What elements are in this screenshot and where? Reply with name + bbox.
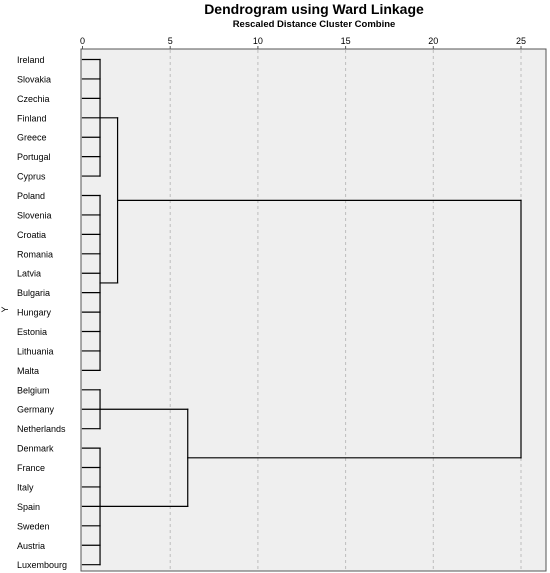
leaf-label: France <box>17 463 45 473</box>
leaf-label: Slovenia <box>17 210 52 220</box>
leaf-label: Finland <box>17 113 47 123</box>
tick-label: 25 <box>516 36 526 46</box>
leaf-label: Croatia <box>17 230 46 240</box>
tick-label: 10 <box>253 36 263 46</box>
leaf-label: Luxembourg <box>17 560 67 570</box>
tick-label: 5 <box>168 36 173 46</box>
leaf-label: Netherlands <box>17 424 66 434</box>
tick-label: 20 <box>428 36 438 46</box>
leaf-label: Estonia <box>17 327 47 337</box>
leaf-label: Poland <box>17 191 45 201</box>
leaf-label: Malta <box>17 366 39 376</box>
leaf-label: Czechia <box>17 94 50 104</box>
plot-background <box>80 48 547 572</box>
leaf-label: Austria <box>17 541 45 551</box>
chart-subtitle: Rescaled Distance Cluster Combine <box>232 19 396 30</box>
y-axis-label: Y <box>0 306 10 312</box>
leaf-label: Romania <box>17 249 53 259</box>
leaf-label: Ireland <box>17 55 45 65</box>
leaf-label: Denmark <box>17 444 54 454</box>
leaf-label: Germany <box>17 405 55 415</box>
leaf-labels: Ireland Slovakia Czechia Finland Greece Portu… <box>17 55 67 570</box>
x-axis-ticks: 0 5 10 15 20 25 <box>80 36 526 49</box>
leaf-label: Sweden <box>17 521 50 531</box>
dendrogram-branches <box>81 58 522 566</box>
leaf-label: Cyprus <box>17 172 46 182</box>
leaf-label: Hungary <box>17 308 52 318</box>
plot-area <box>80 48 547 572</box>
leaf-label: Greece <box>17 133 47 143</box>
leaf-label: Belgium <box>17 385 50 395</box>
leaf-label: Slovakia <box>17 74 51 84</box>
chart-title: Dendrogram using Ward Linkage <box>204 1 424 17</box>
leaf-label: Bulgaria <box>17 288 50 298</box>
leaf-label: Italy <box>17 482 34 492</box>
tick-label: 0 <box>80 36 85 46</box>
leaf-label: Portugal <box>17 152 51 162</box>
leaf-label: Latvia <box>17 269 41 279</box>
leaf-label: Lithuania <box>17 346 54 356</box>
y-axis-label-text: Y <box>0 306 10 312</box>
tick-label: 15 <box>341 36 351 46</box>
leaf-label: Spain <box>17 502 40 512</box>
